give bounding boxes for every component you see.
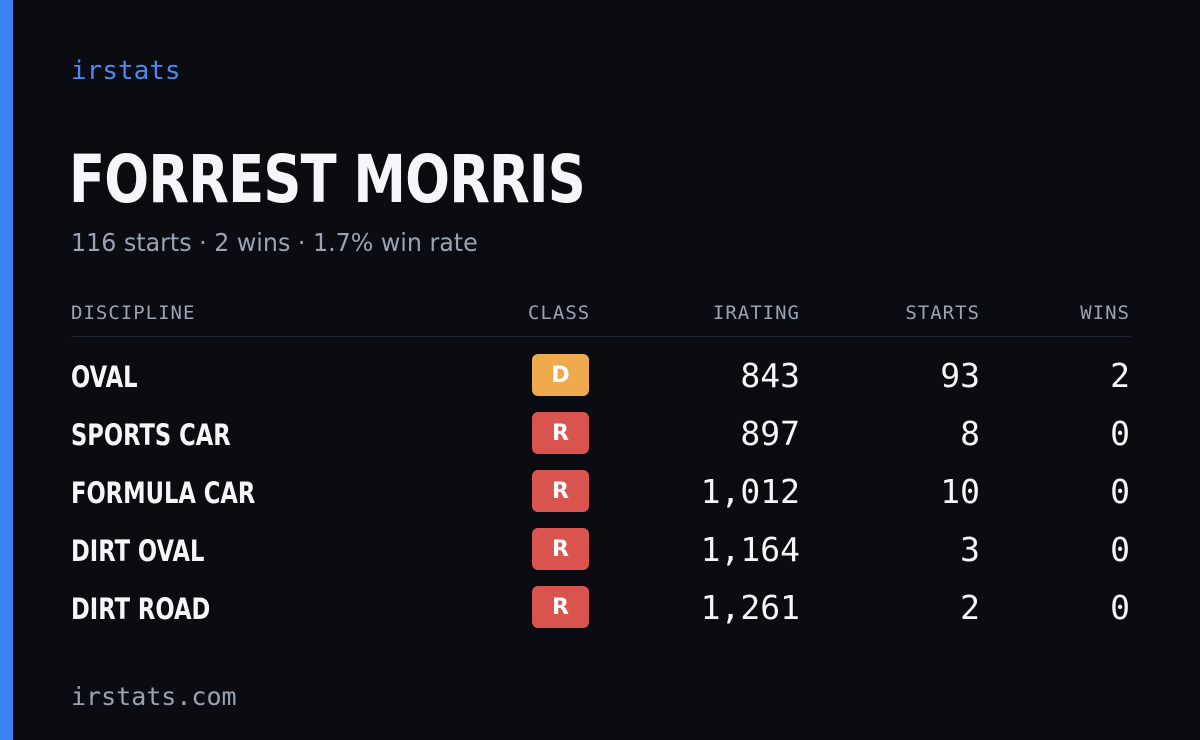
table-header: DISCIPLINE CLASS IRATING STARTS WINS bbox=[71, 300, 1131, 337]
accent-bar bbox=[0, 0, 13, 740]
table-row: SPORTS CAR R 897 8 0 bbox=[71, 406, 1131, 464]
starts-value: 93 bbox=[940, 356, 980, 395]
wins-value: 0 bbox=[1110, 530, 1130, 569]
table-row: DIRT ROAD R 1,261 2 0 bbox=[71, 580, 1131, 638]
irating-value: 897 bbox=[740, 414, 800, 453]
starts-value: 8 bbox=[960, 414, 980, 453]
wins-value: 0 bbox=[1110, 472, 1130, 511]
header-wins: WINS bbox=[1080, 302, 1130, 324]
starts-value: 3 bbox=[960, 530, 980, 569]
class-badge: R bbox=[532, 470, 589, 512]
wins-value: 0 bbox=[1110, 588, 1130, 627]
discipline-name: FORMULA CAR bbox=[71, 476, 256, 510]
class-badge: R bbox=[532, 586, 589, 628]
footer-url: irstats.com bbox=[71, 682, 237, 711]
starts-value: 2 bbox=[960, 588, 980, 627]
brand-logo: irstats bbox=[71, 56, 181, 86]
table-body: OVAL D 843 93 2 SPORTS CAR R 897 8 0 FOR… bbox=[71, 348, 1131, 638]
header-starts: STARTS bbox=[905, 302, 980, 324]
header-class: CLASS bbox=[528, 302, 591, 324]
class-badge: R bbox=[532, 528, 589, 570]
discipline-name: DIRT OVAL bbox=[71, 534, 205, 568]
irating-value: 1,164 bbox=[700, 530, 800, 569]
header-discipline: DISCIPLINE bbox=[71, 302, 196, 324]
discipline-name: OVAL bbox=[71, 360, 138, 394]
class-badge: R bbox=[532, 412, 589, 454]
wins-value: 2 bbox=[1110, 356, 1130, 395]
discipline-name: DIRT ROAD bbox=[71, 592, 211, 626]
table-row: DIRT OVAL R 1,164 3 0 bbox=[71, 522, 1131, 580]
discipline-name: SPORTS CAR bbox=[71, 418, 231, 452]
irating-value: 1,261 bbox=[700, 588, 800, 627]
table-row: OVAL D 843 93 2 bbox=[71, 348, 1131, 406]
driver-summary: 116 starts · 2 wins · 1.7% win rate bbox=[71, 228, 478, 257]
driver-name: FORREST MORRIS bbox=[69, 141, 586, 218]
starts-value: 10 bbox=[940, 472, 980, 511]
wins-value: 0 bbox=[1110, 414, 1130, 453]
header-irating: IRATING bbox=[712, 302, 800, 324]
table-row: FORMULA CAR R 1,012 10 0 bbox=[71, 464, 1131, 522]
irating-value: 1,012 bbox=[700, 472, 800, 511]
irating-value: 843 bbox=[740, 356, 800, 395]
class-badge: D bbox=[532, 354, 589, 396]
stats-table: DISCIPLINE CLASS IRATING STARTS WINS OVA… bbox=[71, 300, 1131, 628]
